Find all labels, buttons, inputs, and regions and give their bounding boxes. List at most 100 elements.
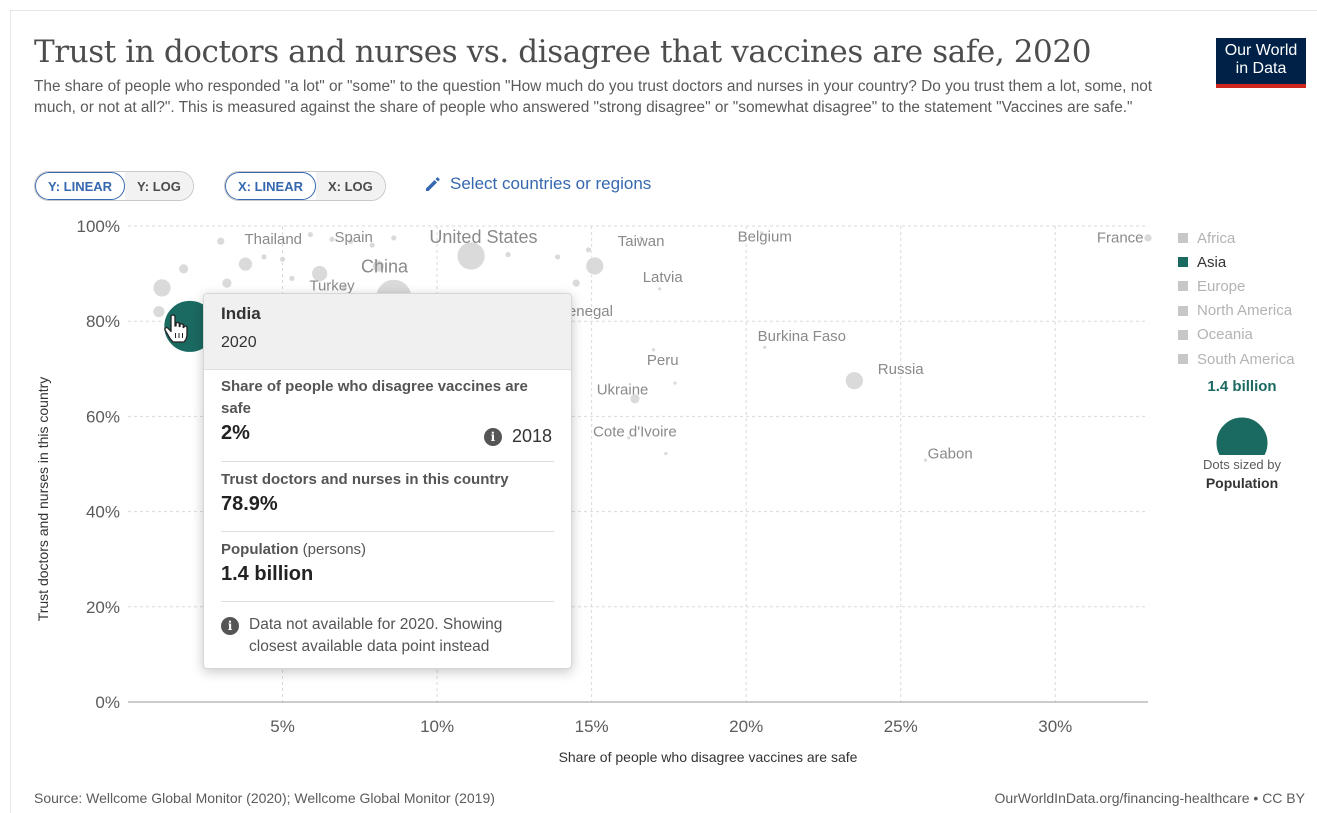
data-point (260, 253, 268, 261)
y-tick-label: 20% (86, 598, 120, 617)
hand-cursor-icon (164, 314, 188, 343)
legend-label: North America (1197, 302, 1293, 320)
data-point (504, 251, 512, 258)
logo-line-1: Our World (1224, 42, 1298, 59)
legend-swatch (1178, 354, 1188, 365)
x-tick-label: 20% (729, 717, 763, 736)
x-tick-label: 5% (270, 717, 295, 736)
tooltip-x-section: Share of people who disagree vaccines ar… (221, 370, 554, 462)
tooltip-header: India 2020 (204, 294, 571, 370)
legend-item-south-america[interactable]: South America (1178, 347, 1295, 371)
data-point (638, 235, 644, 241)
data-point (306, 231, 314, 238)
legend-swatch (1178, 305, 1188, 316)
point-label: China (361, 256, 409, 276)
legend-swatch (1178, 329, 1188, 340)
data-point (279, 255, 286, 263)
tooltip-pop-label: Population (persons) (221, 539, 554, 561)
data-point (390, 234, 398, 242)
x-tick-label: 30% (1038, 717, 1072, 736)
legend-label: South America (1197, 350, 1295, 368)
legend-item-europe[interactable]: Europe (1178, 274, 1295, 298)
tooltip-y-value: 78.9% (221, 493, 278, 515)
data-point (571, 278, 581, 288)
source-url-link[interactable]: OurWorldInData.org/financing-healthcare … (994, 790, 1305, 806)
y-log-button[interactable]: Y: LOG (125, 172, 193, 200)
data-point (152, 278, 172, 298)
x-linear-button[interactable]: X: LINEAR (225, 172, 316, 200)
pencil-icon (426, 177, 440, 191)
y-tick-label: 40% (86, 503, 120, 522)
data-point (663, 451, 669, 456)
tooltip-x-value: 2% (221, 422, 250, 444)
data-point (371, 259, 385, 273)
point-label: Turkey (309, 278, 355, 295)
point-label: Cote d'Ivoire (593, 424, 677, 441)
point-label: United States (429, 227, 537, 247)
tooltip-pop-label-text: Population (221, 541, 299, 558)
legend-item-africa[interactable]: Africa (1178, 226, 1295, 250)
data-point (347, 238, 354, 246)
info-icon: i (221, 617, 239, 635)
x-axis-label: Share of people who disagree vaccines ar… (559, 749, 858, 765)
data-point (340, 284, 348, 292)
legend-item-oceania[interactable]: Oceania (1178, 323, 1295, 347)
size-legend: 1.4 billion (1190, 378, 1294, 455)
point-label: Thailand (244, 231, 302, 248)
tooltip: India 2020 Share of people who disagree … (203, 293, 572, 669)
data-point (672, 380, 678, 386)
tooltip-pop-value: 1.4 billion (221, 563, 314, 585)
point-label: Burkina Faso (758, 328, 846, 345)
y-tick-label: 80% (86, 312, 120, 331)
data-point (651, 347, 656, 353)
data-point (152, 305, 166, 319)
point-label: Gabon (928, 446, 973, 463)
tooltip-note: i Data not available for 2020. Showing c… (221, 614, 551, 658)
data-point (585, 256, 605, 276)
y-tick-label: 60% (86, 407, 120, 426)
tooltip-y-label: Trust doctors and nurses in this country (221, 471, 509, 488)
data-point (762, 344, 768, 350)
legend-swatch (1178, 281, 1188, 292)
data-point (288, 274, 296, 282)
data-point (328, 235, 336, 243)
data-point (311, 265, 329, 283)
data-point (238, 256, 253, 272)
point-label: Belgium (738, 228, 792, 245)
axes: 0% 20% 40% 60% 80% 100% 5% 10% 15% 20% 25% 30% Share… (35, 217, 1148, 765)
tooltip-x-label: Share of people who disagree vaccines ar… (221, 378, 528, 417)
region-legend: Africa Asia Europe North America Oceania… (1178, 226, 1295, 371)
tooltip-note-text: Data not available for 2020. Showing clo… (249, 616, 503, 655)
x-tick-label: 10% (420, 717, 454, 736)
data-point (178, 263, 190, 275)
y-axis-label: Trust doctors and nurses in this country (35, 377, 51, 622)
source-note: Source: Wellcome Global Monitor (2020); … (34, 790, 495, 806)
size-note-population: Population (1205, 475, 1279, 491)
data-point (585, 246, 592, 254)
chart-frame (10, 10, 1317, 813)
y-tick-label: 100% (77, 217, 120, 236)
tooltip-pop-section: Population (persons) 1.4 billion (221, 532, 554, 602)
owid-logo[interactable]: Our World in Data (1216, 38, 1306, 88)
legend-label: Asia (1197, 253, 1227, 271)
legend-item-north-america[interactable]: North America (1178, 299, 1295, 323)
point-label: Latvia (643, 269, 684, 286)
data-point (657, 286, 663, 292)
select-countries-label: Select countries or regions (450, 174, 652, 193)
logo-line-2: in Data (1235, 60, 1287, 77)
data-point (368, 241, 376, 249)
data-point (1143, 233, 1153, 243)
x-log-button[interactable]: X: LOG (316, 172, 385, 200)
legend-item-asia[interactable]: Asia (1178, 250, 1295, 274)
point-label: Russia (878, 361, 925, 378)
tooltip-x-year: i 2018 (483, 426, 552, 447)
y-linear-button[interactable]: Y: LINEAR (35, 172, 126, 200)
legend-label: Africa (1197, 229, 1236, 247)
chart-subtitle: The share of people who responded "a lot… (34, 78, 1153, 116)
select-countries-button[interactable]: Select countries or regions (424, 172, 651, 196)
size-legend-circle (1215, 416, 1269, 455)
data-point (216, 236, 226, 246)
data-point (554, 253, 562, 261)
info-icon: i (483, 427, 502, 446)
